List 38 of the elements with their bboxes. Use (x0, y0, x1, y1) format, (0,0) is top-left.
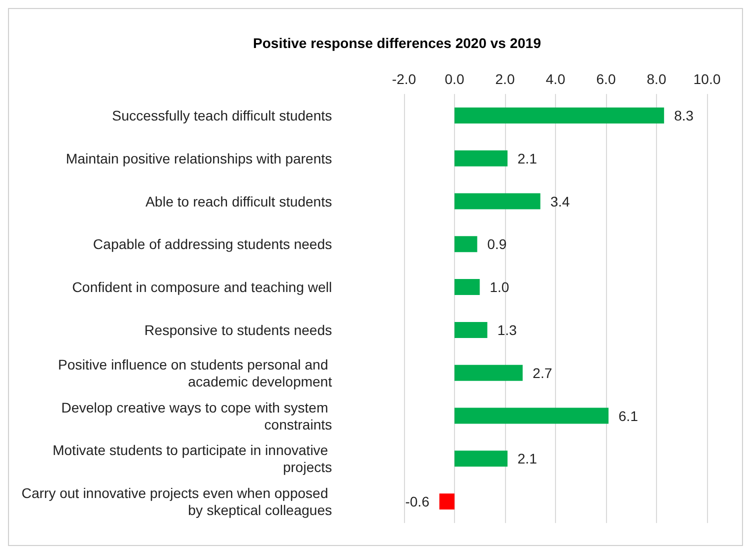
y-tick-label: Positive influence on students personal and academic development (58, 356, 332, 390)
bar (439, 494, 454, 510)
x-tick-label: 6.0 (596, 71, 616, 87)
data-label: 8.3 (674, 107, 694, 124)
bar (454, 408, 609, 424)
x-tick-label: 2.0 (495, 71, 515, 87)
data-label: 2.7 (532, 364, 552, 381)
y-tick-label: Responsive to students needs (144, 322, 332, 338)
bar (454, 150, 508, 166)
x-tick-label: 0.0 (444, 71, 464, 87)
y-tick-label: Maintain positive relationships with parents (66, 150, 332, 166)
data-label: 0.9 (487, 236, 507, 252)
x-tick-label: 8.0 (646, 71, 666, 87)
bar (454, 107, 664, 124)
data-label: -0.6 (405, 494, 430, 510)
y-tick-label: Carry out innovative projects even when opposed by skeptical colleagues (21, 485, 332, 518)
data-label: 1.0 (490, 279, 510, 296)
chart-title: Positive response differences 2020 vs 2019 (253, 35, 542, 51)
bar (454, 193, 540, 210)
bar (454, 236, 478, 252)
bar (454, 322, 488, 338)
y-tick-label: Motivate students to participate in innovative projects (52, 442, 332, 476)
y-tick-label: Capable of addressing students needs (93, 236, 332, 252)
x-tick-label: 4.0 (546, 71, 566, 87)
y-tick-label: Confident in composure and teaching well (72, 279, 332, 296)
data-label: 3.4 (550, 193, 570, 210)
data-label: 1.3 (497, 322, 517, 338)
data-label: 6.1 (618, 408, 638, 424)
data-label: 2.1 (518, 450, 538, 467)
data-label: 2.1 (518, 150, 538, 166)
bar (454, 450, 508, 467)
y-tick-label: Develop creative ways to cope with system constraints (61, 399, 332, 432)
x-tick-label: 10.0 (693, 71, 721, 87)
y-tick-label: Successfully teach difficult students (112, 107, 332, 124)
bar (454, 364, 523, 381)
y-tick-label: Able to reach difficult students (145, 193, 332, 210)
x-tick-label: -2.0 (392, 71, 416, 87)
bar (454, 279, 480, 296)
